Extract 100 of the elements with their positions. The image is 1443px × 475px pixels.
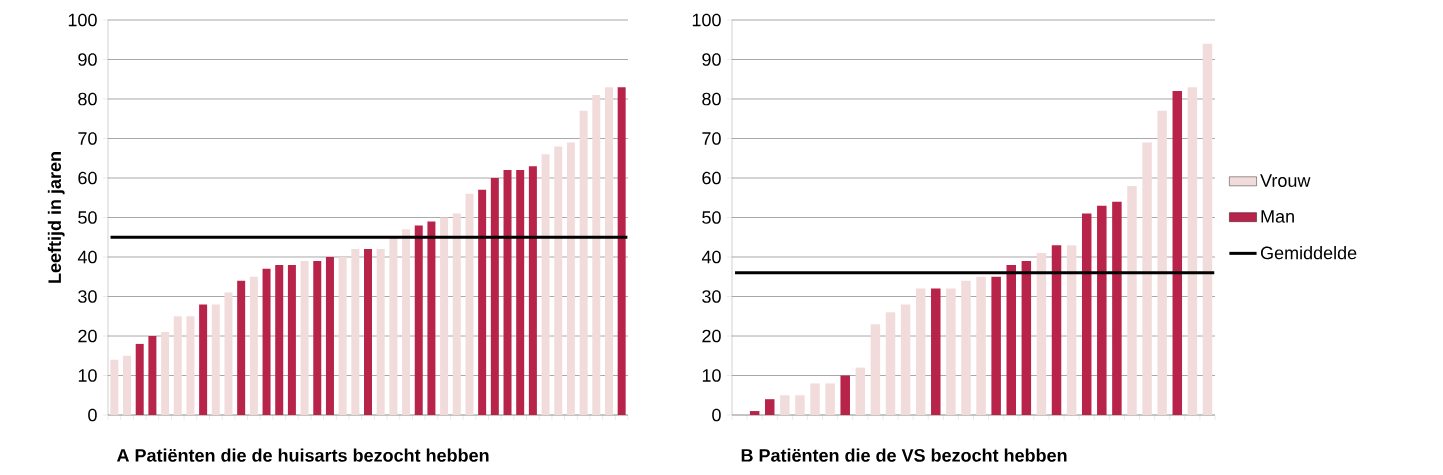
- bar: [199, 304, 208, 415]
- bar: [795, 395, 805, 415]
- bar: [541, 154, 550, 415]
- y-tick-label: 30: [78, 290, 97, 303]
- y-tick-label: 60: [702, 171, 721, 185]
- bar: [148, 336, 157, 415]
- bar: [389, 237, 398, 415]
- bar: [465, 193, 474, 415]
- bar: [617, 87, 626, 415]
- bar: [1202, 43, 1213, 415]
- bar: [376, 249, 385, 415]
- bar: [440, 217, 449, 415]
- bar: [237, 280, 246, 415]
- legend-label: Gemiddelde: [1260, 246, 1357, 260]
- y-tick-label: 70: [702, 132, 721, 145]
- bar: [931, 288, 941, 415]
- bar: [915, 288, 926, 415]
- bar: [503, 170, 512, 415]
- bar: [840, 375, 850, 415]
- bar: [1172, 91, 1183, 415]
- bar: [592, 95, 601, 415]
- bar: [516, 170, 525, 415]
- bar: [961, 280, 971, 415]
- y-tick-label: 80: [78, 92, 97, 106]
- bar: [870, 324, 881, 415]
- bar: [1066, 245, 1077, 415]
- bar: [414, 225, 423, 415]
- y-tick-label: 40: [701, 250, 721, 264]
- bar: [351, 249, 360, 415]
- y-tick-label: 80: [702, 92, 721, 106]
- bar: [224, 292, 233, 415]
- bar: [427, 221, 436, 415]
- bar: [123, 355, 132, 415]
- bar: [554, 146, 563, 415]
- bar: [300, 260, 309, 415]
- bar: [173, 316, 182, 415]
- bar: [900, 304, 911, 415]
- bar: [1187, 87, 1198, 415]
- y-tick-label: 10: [78, 369, 97, 382]
- bar: [161, 332, 170, 415]
- bar: [262, 268, 271, 415]
- y-tick-label: 20: [702, 329, 721, 343]
- bar: [976, 276, 986, 415]
- bar: [825, 383, 835, 415]
- bar: [338, 257, 347, 415]
- y-tick-label: 30: [702, 290, 721, 303]
- y-tick-label: 90: [702, 53, 721, 66]
- bar: [1157, 110, 1167, 415]
- bar: [287, 264, 296, 415]
- bar: [135, 343, 144, 415]
- y-tick-label: 90: [78, 53, 97, 66]
- x-axis-title: B Patiënten die de VS bezocht hebben: [741, 448, 1067, 462]
- bar: [1142, 142, 1152, 415]
- bar: [1112, 201, 1122, 415]
- y-tick-label: 40: [77, 250, 97, 264]
- bar: [313, 260, 322, 415]
- bar: [1021, 260, 1032, 415]
- bar: [780, 395, 790, 415]
- y-tick-label: 10: [702, 369, 721, 382]
- bar: [749, 411, 760, 415]
- bar: [490, 178, 499, 415]
- bar: [764, 399, 775, 415]
- bar: [1097, 205, 1107, 415]
- y-tick-label: 0: [712, 408, 721, 422]
- bar: [991, 276, 1001, 415]
- legend-label: Man: [1261, 210, 1294, 223]
- bar: [402, 229, 411, 415]
- bar: [810, 383, 820, 415]
- bar: [1036, 253, 1047, 415]
- bar: [1006, 264, 1016, 415]
- bar: [275, 264, 284, 415]
- bar: [110, 359, 119, 415]
- y-tick-label: 60: [78, 171, 97, 185]
- y-tick-label: 70: [78, 132, 97, 145]
- bar: [249, 276, 258, 415]
- bar: [478, 189, 487, 415]
- y-axis-title: Leeftijd in jaren: [47, 152, 65, 283]
- y-tick-label: 50: [702, 211, 721, 224]
- bar: [1081, 213, 1092, 415]
- y-tick-label: 0: [88, 408, 97, 422]
- bar: [1051, 245, 1062, 415]
- bar: [604, 87, 613, 415]
- bar: [325, 257, 334, 415]
- bar: [579, 110, 588, 415]
- bar: [1127, 185, 1137, 415]
- bar: [855, 367, 866, 415]
- bar: [364, 249, 372, 415]
- bar: [186, 316, 195, 415]
- y-tick-label: 20: [78, 329, 97, 343]
- bar: [946, 288, 956, 415]
- bar: [211, 304, 220, 415]
- bar: [566, 142, 575, 415]
- bar: [452, 213, 461, 415]
- y-tick-label: 100: [68, 13, 97, 27]
- x-axis-title: A Patiënten die de huisarts bezocht hebben: [116, 448, 489, 462]
- bar: [528, 166, 537, 415]
- bar: [885, 312, 896, 415]
- y-tick-label: 100: [692, 13, 721, 27]
- legend-label: Vrouw: [1260, 174, 1311, 187]
- y-tick-label: 50: [78, 211, 97, 224]
